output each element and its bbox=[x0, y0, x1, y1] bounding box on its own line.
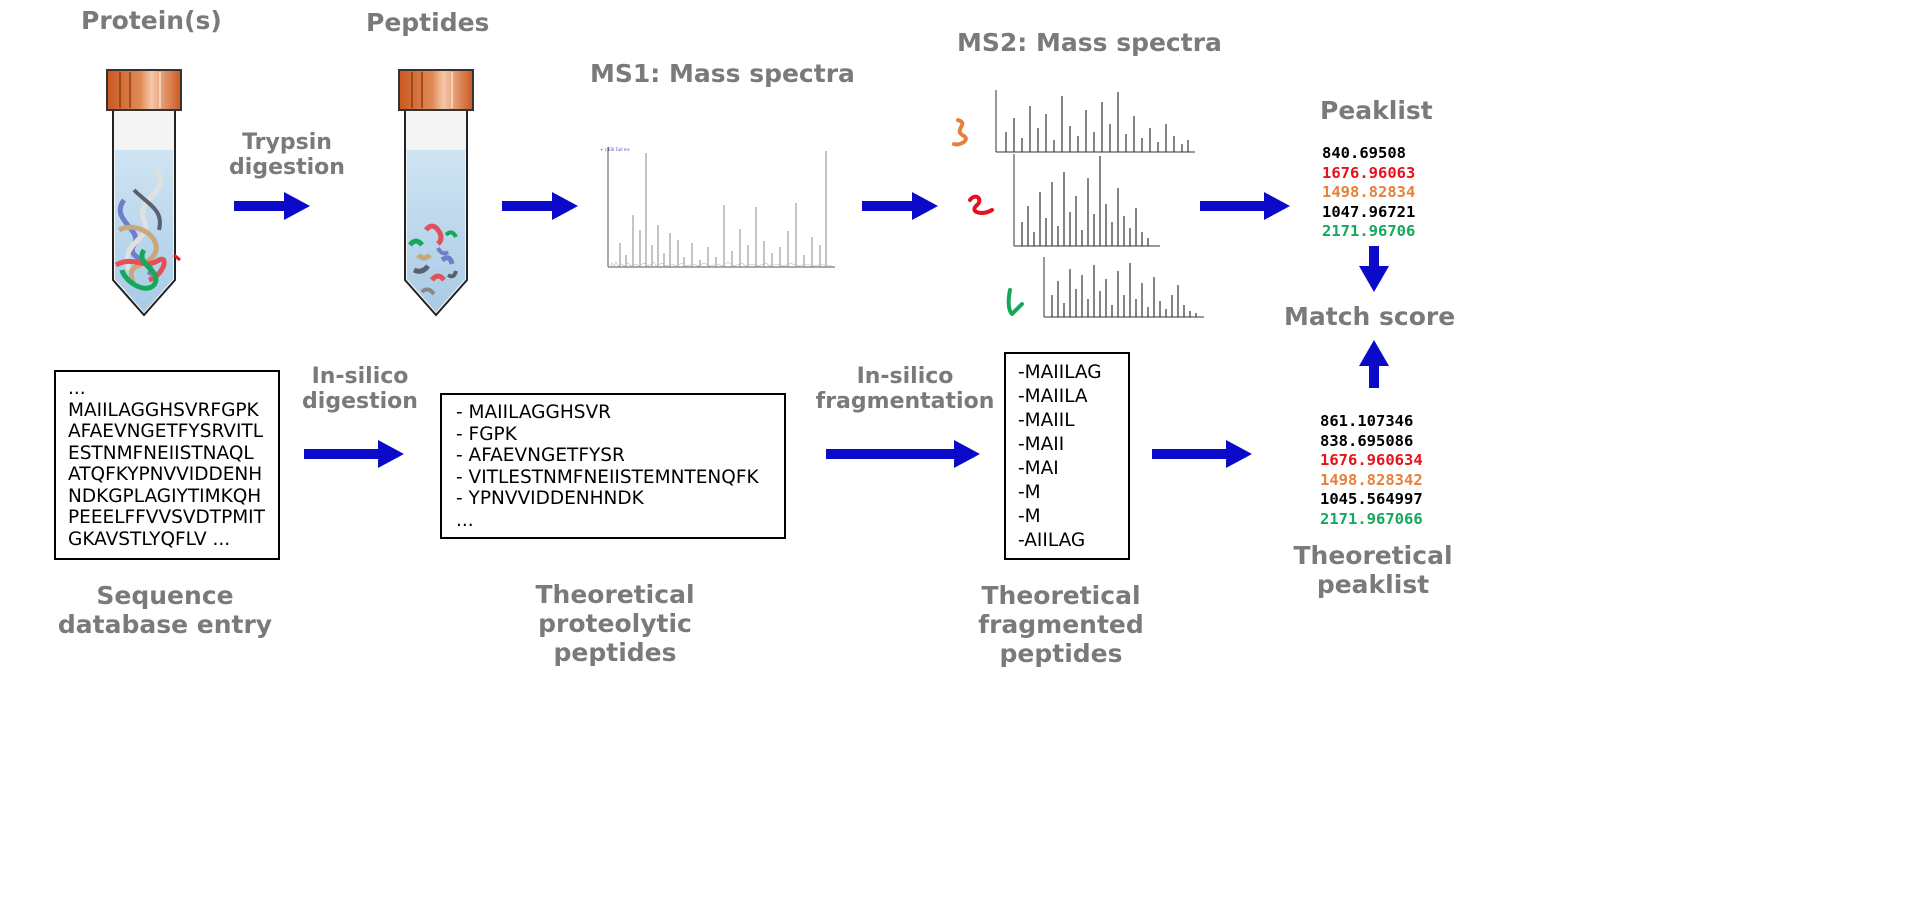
arrow-insilico-digestion-icon bbox=[304, 440, 404, 468]
protein-tube-icon bbox=[106, 69, 182, 317]
theoretical-peaklist: 861.107346 838.695086 1676.960634 1498.8283… bbox=[1320, 412, 1423, 529]
theoretical-fragmented-caption: Theoretical fragmented peptides bbox=[978, 581, 1144, 668]
fragment-line: -MAIIL bbox=[1018, 410, 1075, 431]
fragment-line: -M bbox=[1018, 506, 1041, 527]
peptide-tube-icon bbox=[398, 69, 474, 317]
proteolytic-peptides-box: - MAIILAGGHSVR - FGPK - AFAEVNGETFYSR - VIT… bbox=[440, 393, 786, 539]
fragment-line: -MAIILA bbox=[1018, 386, 1088, 407]
arrow-up-to-score-icon bbox=[1359, 340, 1389, 388]
sequence-line: ESTNMFNEIISTNAQL bbox=[68, 442, 254, 464]
red-fragment-icon bbox=[968, 194, 994, 215]
sequence-line: ... bbox=[68, 378, 86, 399]
theoretical-peak-value: 838.695086 bbox=[1320, 431, 1414, 450]
peak-value: 2171.96706 bbox=[1322, 222, 1416, 240]
fragment-line: -M bbox=[1018, 482, 1041, 503]
theoretical-peaklist-caption: Theoretical peaklist bbox=[1293, 541, 1453, 599]
insilico-digestion-label: In-silico digestion bbox=[302, 364, 418, 415]
peptide-line: - AFAEVNGETFYSR bbox=[456, 445, 625, 466]
theoretical-peak-value: 861.107346 bbox=[1320, 412, 1414, 430]
fragment-line: -MAI bbox=[1018, 458, 1059, 479]
fragmented-peptides-box: -MAIILAG -MAIILA -MAIIL -MAII -MAI -M -M -AIILA… bbox=[1004, 352, 1130, 560]
theoretical-peak-value: 1498.828342 bbox=[1320, 470, 1423, 489]
svg-text:+ c ESI Full ms: + c ESI Full ms bbox=[600, 147, 630, 152]
proteins-title: Protein(s) bbox=[81, 6, 222, 35]
peptide-line: - FGPK bbox=[456, 423, 517, 445]
sequence-line: PEEELFFVVSVDTPMIT bbox=[68, 507, 265, 528]
theoretical-peak-value: 1676.960634 bbox=[1320, 451, 1423, 469]
peaklist-title: Peaklist bbox=[1320, 96, 1433, 125]
sequence-line: NDKGPLAGIYTIMKQH bbox=[68, 485, 262, 507]
theoretical-proteolytic-caption: Theoretical proteolytic peptides bbox=[535, 580, 695, 667]
fragment-line: -AIILAG bbox=[1018, 530, 1086, 551]
arrow-to-ms2-icon bbox=[862, 192, 938, 220]
ms2-title: MS2: Mass spectra bbox=[957, 28, 1222, 57]
sequence-database-caption: Sequence database entry bbox=[57, 581, 273, 639]
ms2-spectrum-2-icon bbox=[1013, 154, 1160, 247]
sequence-line: ATQFKYPNVVIDDENH bbox=[68, 464, 263, 485]
peptide-line: ... bbox=[456, 509, 474, 531]
green-fragment-icon bbox=[1006, 288, 1024, 317]
peak-value: 840.69508 bbox=[1322, 144, 1406, 162]
sequence-line: GKAVSTLYQFLV ... bbox=[68, 528, 231, 550]
peptide-line: - MAIILAGGHSVR bbox=[456, 402, 611, 423]
peak-value: 1498.82834 bbox=[1322, 183, 1416, 201]
ms1-spectrum-icon: + c ESI Full ms bbox=[600, 147, 835, 268]
arrow-trypsin-icon bbox=[234, 192, 310, 220]
arrow-down-to-score-icon bbox=[1359, 246, 1389, 292]
orange-fragment-icon bbox=[952, 118, 968, 147]
peptide-line: - YPNVVIDDENHNDK bbox=[456, 488, 644, 509]
match-score-title: Match score bbox=[1284, 302, 1456, 331]
sequence-line: MAIILAGGHSVRFGPK bbox=[68, 399, 259, 421]
arrow-to-theoretical-peaklist-icon bbox=[1152, 440, 1252, 468]
peptides-title: Peptides bbox=[366, 8, 490, 37]
peak-value: 1676.96063 bbox=[1322, 163, 1416, 182]
arrow-to-ms1-icon bbox=[502, 192, 578, 220]
fragment-line: -MAII bbox=[1018, 434, 1065, 455]
sequence-database-entry-box: ... MAIILAGGHSVRFGPK AFAEVNGETFYSRVITL ESTN… bbox=[54, 370, 280, 560]
theoretical-peak-value: 2171.967066 bbox=[1320, 509, 1423, 528]
ms2-spectrum-1-icon bbox=[995, 90, 1195, 153]
arrow-to-peaklist-icon bbox=[1200, 192, 1290, 220]
peaklist: 840.69508 1676.96063 1498.82834 1047.96721 2… bbox=[1322, 144, 1415, 242]
insilico-fragmentation-label: In-silico fragmentation bbox=[815, 364, 995, 415]
ms2-spectrum-3-icon bbox=[1043, 257, 1204, 318]
arrow-insilico-fragmentation-icon bbox=[826, 440, 980, 468]
sequence-line: AFAEVNGETFYSRVITL bbox=[68, 421, 264, 442]
fragment-line: -MAIILAG bbox=[1018, 362, 1102, 383]
theoretical-peak-value: 1045.564997 bbox=[1320, 490, 1423, 508]
peptide-line: - VITLESTNMFNEIISTEMNTENQFK bbox=[456, 466, 759, 488]
peak-value: 1047.96721 bbox=[1322, 202, 1416, 221]
ms1-title: MS1: Mass spectra bbox=[590, 59, 855, 88]
trypsin-digestion-label: Trypsin digestion bbox=[229, 130, 345, 181]
